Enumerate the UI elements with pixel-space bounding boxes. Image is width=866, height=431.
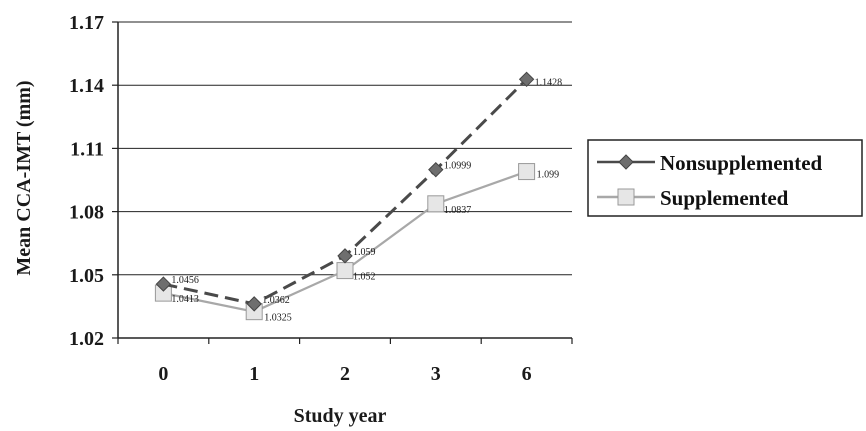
x-tick-label: 0 xyxy=(158,363,168,385)
data-label-supplemented: 1.052 xyxy=(353,272,376,283)
legend-marker-supplemented xyxy=(617,188,635,206)
x-tick-labels: 0 1 2 3 6 xyxy=(117,338,573,385)
legend-label-supplemented: Supplemented xyxy=(660,186,789,210)
x-tick-label: 2 xyxy=(340,363,350,385)
series-layer xyxy=(154,71,536,321)
data-label-nonsupplemented: 1.0999 xyxy=(444,161,472,172)
x-tick-label: 6 xyxy=(522,363,532,385)
marker-nonsupplemented xyxy=(246,296,262,312)
y-tick-label: 1.02 xyxy=(69,328,104,350)
y-tick-labels: 1.02 1.05 1.08 1.11 1.14 1.17 xyxy=(69,12,118,350)
y-tick-label: 1.14 xyxy=(69,75,104,97)
marker-nonsupplemented xyxy=(337,248,353,264)
legend-marker-nonsupplemented xyxy=(618,154,634,170)
x-axis-title: Study year xyxy=(294,405,387,427)
y-tick-label: 1.11 xyxy=(70,138,104,160)
legend-label-nonsupplemented: Nonsupplemented xyxy=(660,151,823,175)
data-label-supplemented: 1.099 xyxy=(537,170,560,181)
data-label-nonsupplemented: 1.0362 xyxy=(262,295,290,306)
y-axis-title: Mean CCA-IMT (mm) xyxy=(13,80,35,275)
marker-supplemented xyxy=(427,195,445,213)
marker-supplemented xyxy=(518,163,536,181)
y-tick-label: 1.08 xyxy=(69,202,104,224)
y-tick-label: 1.17 xyxy=(69,12,104,34)
data-label-nonsupplemented: 1.0456 xyxy=(171,275,199,286)
data-label-nonsupplemented: 1.059 xyxy=(353,247,376,258)
data-labels: 1.0413 1.0325 1.052 1.0837 1.099 1.0456 1.0362… xyxy=(171,77,562,323)
x-tick-label: 3 xyxy=(431,363,441,385)
data-label-supplemented: 1.0325 xyxy=(264,313,292,324)
marker-supplemented xyxy=(336,262,354,280)
marker-nonsupplemented xyxy=(155,276,172,292)
data-label-supplemented: 1.0413 xyxy=(171,294,199,305)
marker-nonsupplemented xyxy=(518,71,535,88)
gridlines xyxy=(118,21,572,276)
y-tick-label: 1.05 xyxy=(69,265,104,287)
data-label-nonsupplemented: 1.1428 xyxy=(535,77,563,88)
marker-nonsupplemented xyxy=(428,161,444,178)
data-label-supplemented: 1.0837 xyxy=(444,205,472,216)
series-line-supplemented xyxy=(163,170,527,313)
legend: Nonsupplemented Supplemented xyxy=(587,139,863,217)
x-tick-label: 1 xyxy=(249,363,259,385)
